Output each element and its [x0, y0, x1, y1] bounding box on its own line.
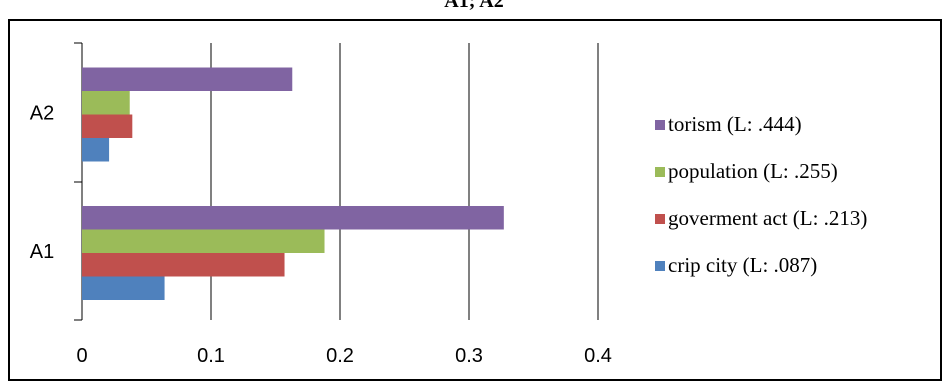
- legend-label: goverment act (L: .213): [668, 206, 868, 230]
- bar-a1-series-1: [82, 276, 165, 300]
- legend-label: population (L: .255): [668, 159, 838, 183]
- legend-item: crip city (L: .087): [655, 253, 867, 278]
- legend-swatch: [655, 119, 665, 130]
- bar-a1-series-2: [82, 253, 285, 277]
- x-tick-label: 0.3: [455, 345, 483, 367]
- category-label-a2: A2: [30, 102, 54, 124]
- legend-label: torism (L: .444): [668, 112, 802, 136]
- x-tick-label: 0: [76, 345, 87, 367]
- x-tick-label: 0.1: [197, 345, 225, 367]
- chart-legend: torism (L: .444) population (L: .255) gove…: [655, 112, 867, 300]
- legend-item: population (L: .255): [655, 159, 867, 184]
- legend-label: crip city (L: .087): [668, 253, 818, 277]
- legend-swatch: [655, 166, 665, 177]
- legend-swatch: [655, 260, 665, 271]
- bar-a2-series-2: [82, 114, 133, 138]
- legend-swatch: [655, 213, 665, 224]
- bar-a2-series-3: [82, 91, 130, 115]
- bar-a2-series-1: [82, 138, 110, 162]
- x-tick-label: 0.2: [326, 345, 354, 367]
- legend-item: goverment act (L: .213): [655, 206, 867, 231]
- legend-item: torism (L: .444): [655, 112, 867, 137]
- chart-title: A1; A2: [444, 0, 504, 12]
- category-label-a1: A1: [30, 241, 54, 263]
- bar-a1-series-4: [82, 206, 504, 230]
- bar-a1-series-3: [82, 229, 325, 253]
- bar-a2-series-4: [82, 67, 293, 91]
- x-tick-label: 0.4: [584, 345, 612, 367]
